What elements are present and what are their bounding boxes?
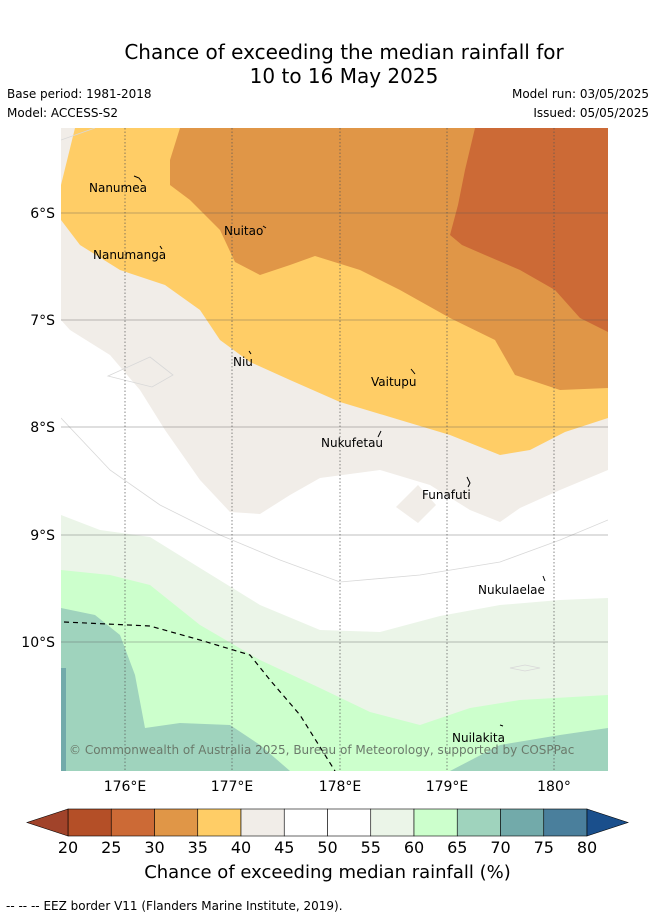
- colorbar-tick-label: 20: [58, 838, 78, 857]
- place-nukulaelae: Nukulaelae: [478, 583, 545, 597]
- colorbar-tick-label: 45: [274, 838, 294, 857]
- colorbar-tick-label: 40: [231, 838, 251, 857]
- lat-label-7s: 7°S: [30, 313, 55, 329]
- band-25-30: [450, 128, 608, 332]
- colorbar-swatch: [543, 808, 588, 837]
- band-65-70: [61, 608, 290, 771]
- colorbar-tick-label: 35: [188, 838, 208, 857]
- contour-60-islet: [509, 664, 541, 672]
- lat-label-8s: 8°S: [30, 420, 55, 436]
- lat-tick-labels: 6°S 7°S 8°S 9°S 10°S: [21, 206, 55, 651]
- model-run: Model run: 03/05/2025: [511, 87, 649, 101]
- contour-50a: [106, 356, 174, 388]
- issued-date: Issued: 05/05/2025: [533, 106, 649, 120]
- place-nukufetau: Nukufetau: [321, 436, 383, 450]
- lon-label-176e: 176°E: [104, 779, 147, 795]
- colorbar-tick-label: 50: [317, 838, 337, 857]
- lon-label-179e: 179°E: [426, 779, 469, 795]
- colorbar-high-extend: [586, 808, 629, 837]
- colorbar-swatch: [154, 808, 199, 837]
- band-70-75: [61, 668, 66, 771]
- island-marks: [133, 175, 546, 727]
- colorbar-swatch: [456, 808, 501, 837]
- colorbar-tick-label: 30: [144, 838, 164, 857]
- eez-legend-text: EEZ border V11 (Flanders Marine Institut…: [43, 899, 343, 913]
- place-nanumanga: Nanumanga: [93, 248, 166, 262]
- place-niu: Niu: [233, 355, 253, 369]
- lon-label-180: 180°: [537, 779, 571, 795]
- base-period: Base period: 1981-2018: [7, 87, 152, 101]
- eez-dash-sample: -- -- --: [6, 899, 40, 913]
- contour-50b: [61, 128, 96, 141]
- colorbar-swatch: [240, 808, 285, 837]
- chart-title: Chance of exceeding the median rainfall …: [0, 40, 655, 88]
- place-vaitupu: Vaitupu: [371, 375, 417, 389]
- eez-legend: -- -- -- EEZ border V11 (Flanders Marine…: [6, 899, 343, 913]
- colorbar-swatch: [197, 808, 242, 837]
- graticule: [61, 128, 608, 771]
- band-40-45-islet: [396, 485, 436, 523]
- lat-label-10s: 10°S: [21, 635, 55, 651]
- colorbar-swatch: [283, 808, 328, 837]
- lat-label-6s: 6°S: [30, 206, 55, 222]
- colorbar-label: Chance of exceeding median rainfall (%): [144, 862, 511, 883]
- colorbar-tick-label: 65: [447, 838, 467, 857]
- lat-label-9s: 9°S: [30, 528, 55, 544]
- lon-label-177e: 177°E: [211, 779, 254, 795]
- place-funafuti: Funafuti: [422, 488, 471, 502]
- band-65-70-east: [450, 728, 608, 771]
- place-nanumea: Nanumea: [89, 181, 147, 195]
- colorbar-low-extend: [26, 808, 69, 837]
- colorbar-tick-label: 75: [534, 838, 554, 857]
- colorbar-tick-label: 55: [361, 838, 381, 857]
- colorbar-swatch: [110, 808, 155, 837]
- colorbar-swatch: [370, 808, 415, 837]
- contour-50c: [61, 417, 608, 583]
- rainfall-contours: [61, 128, 608, 771]
- place-labels: Nanumea Nuitao Nanumanga Niu Vaitupu Nuk…: [89, 181, 545, 745]
- colorbar-tick-label: 60: [404, 838, 424, 857]
- colorbar-swatch: [413, 808, 458, 837]
- title-line-1: Chance of exceeding the median rainfall …: [124, 40, 564, 64]
- model-name: Model: ACCESS-S2: [7, 106, 119, 120]
- colorbar-swatch: [500, 808, 545, 837]
- eez-border: [63, 621, 336, 771]
- place-nuitao: Nuitao: [224, 224, 263, 238]
- lon-tick-labels: 176°E 177°E 178°E 179°E 180°: [104, 779, 571, 795]
- colorbar-swatch: [327, 808, 372, 837]
- copyright-notice: © Commonwealth of Australia 2025, Bureau…: [69, 743, 574, 757]
- title-line-2: 10 to 16 May 2025: [249, 64, 439, 88]
- colorbar-tick-label: 25: [101, 838, 121, 857]
- colorbar-tick-label: 70: [490, 838, 510, 857]
- band-60-65: [61, 570, 608, 771]
- place-nuilakita: Nuilakita: [452, 731, 505, 745]
- lon-label-178e: 178°E: [319, 779, 362, 795]
- colorbar-tick-label: 80: [577, 838, 597, 857]
- colorbar-swatch: [67, 808, 112, 837]
- colorbar: 20 25 30 35 40 45 50 55 60 65 70 75 80: [26, 808, 629, 857]
